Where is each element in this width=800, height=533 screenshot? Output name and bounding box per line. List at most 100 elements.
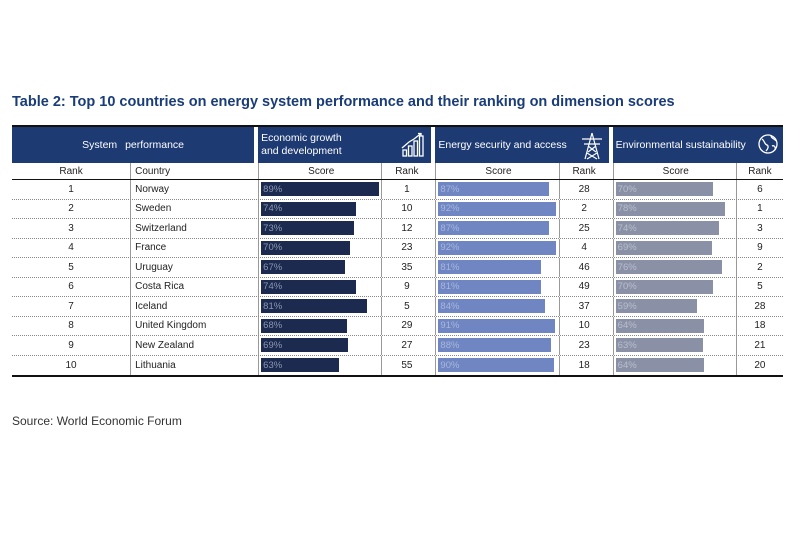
sec-score-bar: 81% — [438, 260, 542, 275]
sec-score-cell: 92% — [435, 199, 558, 218]
sec-score-cell: 87% — [435, 219, 558, 238]
sec-score-cell: 81% — [435, 277, 558, 296]
env-score-bar: 59% — [615, 299, 698, 314]
country-cell: Uruguay — [130, 258, 254, 277]
table-body: 1 Norway 89% 1 87% 28 70% 6 2 Sweden 74% 10 92% 2 78% 1… — [12, 180, 783, 375]
table-row: 1 Norway 89% 1 87% 28 70% 6 — [12, 180, 783, 200]
econ-rank-cell: 12 — [381, 219, 431, 238]
econ-score-cell: 67% — [258, 258, 381, 277]
econ-score-bar: 74% — [261, 201, 356, 216]
col-econ-rank: Rank — [381, 163, 431, 179]
country-cell: Costa Rica — [130, 277, 254, 296]
table-group-header: System performance Economic growth and d… — [12, 127, 783, 163]
env-score-cell: 59% — [612, 297, 736, 316]
table-row: 9 New Zealand 69% 27 88% 23 63% 21 — [12, 336, 783, 356]
env-score-cell: 74% — [612, 219, 736, 238]
sec-rank-cell: 10 — [558, 316, 609, 335]
sec-score-bar: 92% — [438, 240, 557, 255]
env-rank-cell: 2 — [735, 258, 783, 277]
sec-score-cell: 87% — [435, 180, 558, 199]
globe-leaf-icon — [757, 132, 781, 160]
rank-cell: 6 — [68, 281, 74, 293]
econ-rank-cell: 35 — [381, 258, 431, 277]
econ-score-bar: 70% — [261, 240, 350, 255]
env-score-bar: 64% — [615, 358, 705, 373]
rank-cell: 4 — [68, 242, 74, 254]
econ-score-cell: 89% — [258, 180, 381, 199]
table-column-header: Rank Country Score Rank Score Rank Score… — [12, 163, 783, 180]
bar-chart-icon — [400, 132, 426, 162]
table-row: 10 Lithuania 63% 55 90% 18 64% 20 — [12, 355, 783, 375]
econ-rank-cell: 23 — [381, 238, 431, 257]
rank-cell: 2 — [68, 203, 74, 215]
env-score-cell: 64% — [612, 316, 736, 335]
country-cell: Norway — [130, 180, 254, 199]
env-rank-cell: 21 — [735, 336, 783, 355]
env-score-cell: 69% — [612, 238, 736, 257]
econ-score-cell: 68% — [258, 316, 381, 335]
env-score-cell: 78% — [612, 199, 736, 218]
table-row: 7 Iceland 81% 5 84% 37 59% 28 — [12, 297, 783, 317]
econ-score-bar: 68% — [261, 318, 347, 333]
env-score-bar: 74% — [615, 221, 719, 236]
econ-rank-cell: 55 — [381, 355, 431, 375]
country-cell: Switzerland — [130, 219, 254, 238]
rank-cell: 3 — [68, 222, 74, 234]
env-rank-cell: 6 — [735, 180, 783, 199]
env-score-bar: 64% — [615, 318, 705, 333]
sec-score-bar: 92% — [438, 201, 557, 216]
econ-score-cell: 81% — [258, 297, 381, 316]
env-score-cell: 64% — [612, 355, 736, 375]
econ-rank-cell: 1 — [381, 180, 431, 199]
col-env-score: Score — [612, 163, 736, 179]
country-cell: United Kingdom — [130, 316, 254, 335]
env-score-cell: 76% — [612, 258, 736, 277]
sec-score-bar: 81% — [438, 279, 542, 294]
sec-rank-cell: 2 — [558, 199, 609, 218]
sec-score-cell: 90% — [435, 355, 558, 375]
sec-rank-cell: 23 — [558, 336, 609, 355]
env-score-bar: 63% — [615, 338, 703, 353]
rank-cell: 10 — [65, 359, 77, 371]
col-rank: Rank — [59, 165, 83, 177]
group-economic-label: Economic growth and development — [261, 132, 342, 157]
econ-score-bar: 74% — [261, 279, 356, 294]
env-rank-cell: 20 — [735, 355, 783, 375]
sec-score-bar: 87% — [438, 221, 550, 236]
country-cell: Lithuania — [130, 355, 254, 375]
group-system-performance: System performance — [82, 138, 185, 151]
econ-score-cell: 74% — [258, 199, 381, 218]
econ-score-cell: 73% — [258, 219, 381, 238]
econ-score-bar: 69% — [261, 338, 349, 353]
sec-score-cell: 81% — [435, 258, 558, 277]
table-title: Table 2: Top 10 countries on energy syst… — [12, 94, 675, 110]
col-sec-rank: Rank — [558, 163, 609, 179]
econ-rank-cell: 29 — [381, 316, 431, 335]
env-score-cell: 63% — [612, 336, 736, 355]
country-cell: Sweden — [130, 199, 254, 218]
col-country: Country — [130, 163, 254, 179]
sec-rank-cell: 49 — [558, 277, 609, 296]
rank-cell: 7 — [68, 300, 74, 312]
env-score-cell: 70% — [612, 180, 736, 199]
env-rank-cell: 1 — [735, 199, 783, 218]
sec-rank-cell: 4 — [558, 238, 609, 257]
table-row: 3 Switzerland 73% 12 87% 25 74% 3 — [12, 219, 783, 239]
econ-score-cell: 69% — [258, 336, 381, 355]
econ-score-bar: 73% — [261, 221, 355, 236]
rank-cell: 8 — [68, 320, 74, 332]
sec-score-cell: 92% — [435, 238, 558, 257]
econ-rank-cell: 27 — [381, 336, 431, 355]
country-cell: Iceland — [130, 297, 254, 316]
env-score-bar: 78% — [615, 201, 725, 216]
env-rank-cell: 9 — [735, 238, 783, 257]
group-security-label: Energy security and access — [438, 138, 567, 151]
econ-score-cell: 70% — [258, 238, 381, 257]
sec-score-bar: 84% — [438, 299, 546, 314]
sec-score-cell: 91% — [435, 316, 558, 335]
econ-score-bar: 81% — [261, 299, 367, 314]
econ-score-bar: 89% — [261, 182, 380, 197]
table-row: 8 United Kingdom 68% 29 91% 10 64% 18 — [12, 316, 783, 336]
sec-rank-cell: 25 — [558, 219, 609, 238]
env-score-bar: 70% — [615, 182, 714, 197]
